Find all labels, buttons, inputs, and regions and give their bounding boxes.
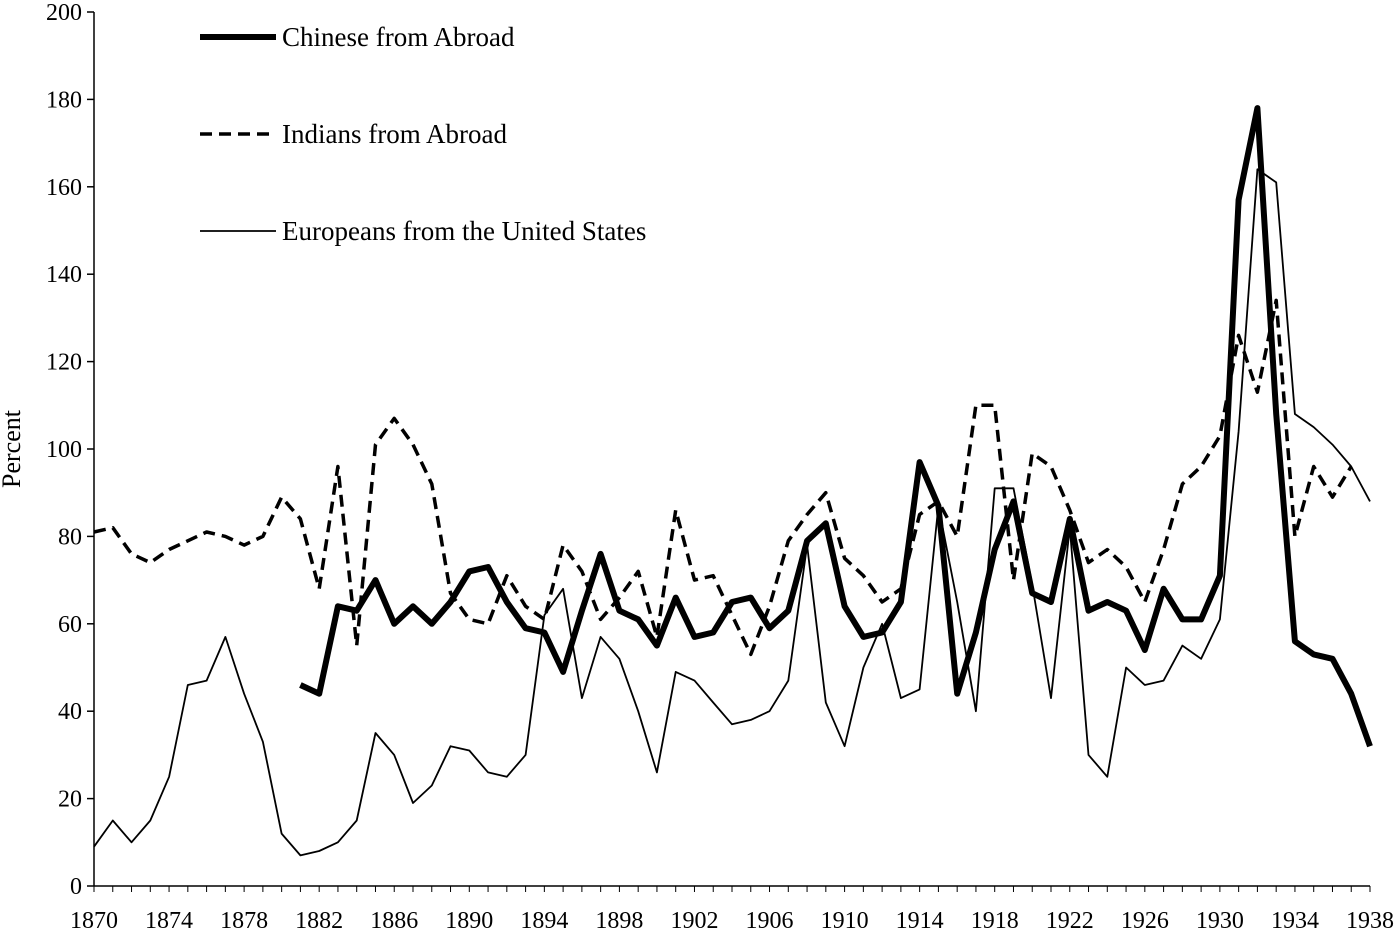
legend-label: Europeans from the United States [282, 216, 646, 246]
x-tick-label: 1878 [220, 908, 268, 934]
y-axis-ticks: 0 20 40 60 80 100 120 140 160 180 200 [46, 0, 94, 900]
y-tick-label: 180 [46, 87, 82, 113]
y-tick-label: 160 [46, 175, 82, 201]
series-line-europeans-from-the-united-states [93, 168, 1371, 857]
x-tick-label: 1882 [295, 908, 343, 934]
x-tick-label: 1894 [520, 908, 568, 934]
x-tick-label: 1914 [896, 908, 944, 934]
y-axis-title: Percent [0, 409, 26, 488]
legend-label: Chinese from Abroad [282, 22, 515, 52]
x-tick-label: 1922 [1046, 908, 1094, 934]
x-tick-label: 1934 [1271, 908, 1319, 934]
x-tick-label: 1938 [1346, 908, 1394, 934]
series-line-indians-from-abroad [93, 298, 1353, 657]
x-tick-label: 1874 [145, 908, 193, 934]
x-tick-label: 1886 [370, 908, 418, 934]
y-tick-label: 200 [46, 0, 82, 26]
y-tick-label: 60 [58, 612, 82, 638]
y-tick-label: 0 [70, 874, 82, 900]
x-tick-label: 1902 [670, 908, 718, 934]
plot-lines [93, 105, 1373, 857]
y-tick-label: 140 [46, 262, 82, 288]
x-tick-label: 1906 [746, 908, 794, 934]
y-tick-label: 20 [58, 787, 82, 813]
x-tick-label: 1930 [1196, 908, 1244, 934]
x-tick-label: 1890 [445, 908, 493, 934]
y-tick-label: 100 [46, 437, 82, 463]
y-tick-label: 120 [46, 350, 82, 376]
x-tick-label: 1870 [70, 908, 118, 934]
x-tick-label: 1898 [595, 908, 643, 934]
x-tick-label: 1926 [1121, 908, 1169, 934]
y-tick-label: 40 [58, 699, 82, 725]
y-tick-label: 80 [58, 524, 82, 550]
legend: Chinese from Abroad Indians from Abroad Eu… [200, 22, 646, 246]
x-axis-ticks: 1870 1874 1878 1882 1886 1890 1894 1898 1902 1906… [70, 886, 1394, 934]
x-tick-label: 1918 [971, 908, 1019, 934]
series-line-chinese-from-abroad [299, 105, 1373, 748]
x-tick-label: 1910 [821, 908, 869, 934]
legend-label: Indians from Abroad [282, 119, 507, 149]
